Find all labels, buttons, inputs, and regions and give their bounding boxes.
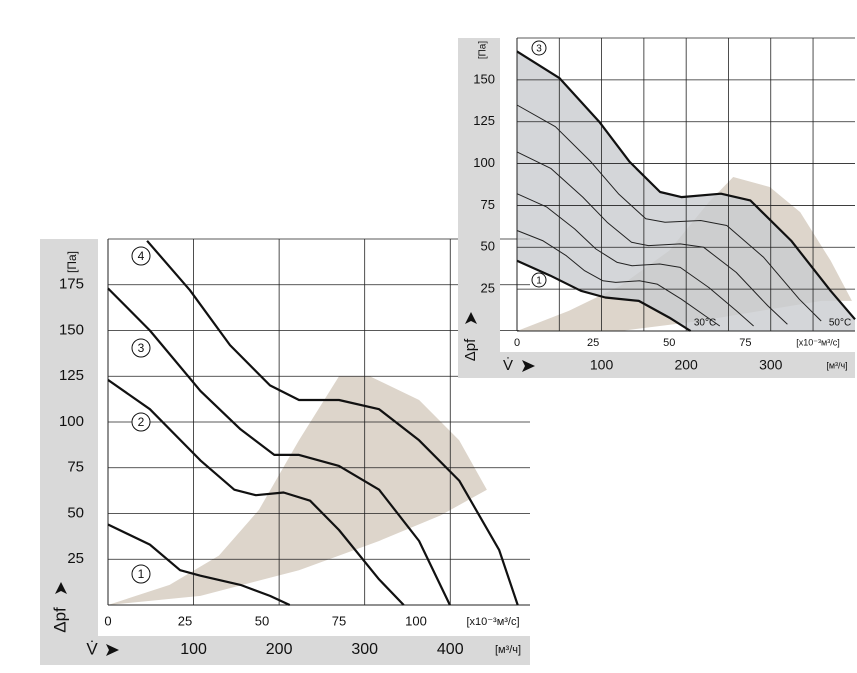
curve-label: 3: [138, 341, 145, 355]
curve-label: 1: [138, 567, 145, 581]
x-tick-label: 0: [514, 337, 520, 349]
fan-curve: [146, 240, 519, 606]
y-tick-label: 150: [59, 321, 84, 338]
x-tick-label: 100: [405, 613, 427, 628]
curve-label: 3: [536, 44, 542, 55]
y-tick-label: 50: [481, 239, 495, 254]
x-tick-label: 25: [178, 613, 192, 628]
curve-label-circle: [131, 564, 151, 584]
y-tick-label: 125: [59, 367, 84, 384]
y-tick-label: 25: [67, 550, 84, 567]
curve-label: 4: [138, 249, 145, 263]
x-tick-label: 50: [255, 613, 269, 628]
fan-curve: [107, 378, 405, 606]
x-tick-label: 25: [587, 337, 599, 349]
fan-curve: [516, 151, 788, 325]
y-tick-label: 75: [481, 197, 495, 212]
x-arrow: [106, 644, 119, 656]
y-tick-label: 100: [473, 155, 495, 170]
x-arrow: [522, 360, 535, 372]
annotation: 30°C: [694, 318, 716, 329]
fan-curve: [516, 104, 822, 322]
fan-curve: [107, 523, 291, 606]
annotation: 50°C: [829, 318, 851, 329]
curve-label: 2: [138, 415, 145, 429]
x-unit: [x10⁻³м³/с]: [466, 616, 519, 628]
y-label: Δpf: [50, 607, 69, 633]
x-tick-label: 50: [663, 337, 675, 349]
y-tick-label: 25: [481, 281, 495, 296]
x-tick-label: 75: [332, 613, 346, 628]
y-label: Δpf: [462, 338, 479, 361]
operating-region: [108, 376, 487, 605]
axis-strip: [40, 239, 98, 665]
x-tick-label: 75: [739, 337, 751, 349]
x-tick-label: 0: [104, 613, 111, 628]
fan-curve: [107, 287, 451, 606]
x2-tick-label: 200: [674, 357, 698, 373]
curve-label-circle: [131, 246, 151, 266]
x2-tick-label: 100: [180, 641, 207, 658]
fan-curve: [516, 50, 856, 321]
x2-tick-label: 400: [437, 641, 464, 658]
x2-tick-label: 100: [590, 357, 614, 373]
x2-unit: [м³/ч]: [826, 360, 847, 370]
curve-label-circle: [131, 338, 151, 358]
curve-label-circle: [531, 40, 547, 56]
x-label: V̇: [503, 357, 513, 374]
curve-label: 1: [536, 276, 542, 287]
fan-curve: [516, 193, 754, 327]
y-tick-label: 50: [67, 504, 84, 521]
x-unit: [x10⁻³м³/с]: [796, 337, 839, 347]
y-tick-label: 75: [67, 459, 84, 476]
y-tick-label: 150: [473, 71, 495, 86]
y-arrow: [465, 312, 477, 324]
x2-tick-label: 200: [266, 641, 293, 658]
x2-tick-label: 300: [351, 641, 378, 658]
y-unit: [Па]: [478, 41, 489, 60]
axis-strip: [458, 352, 855, 378]
y-tick-label: 175: [59, 276, 84, 293]
y-unit: [Па]: [65, 251, 79, 273]
curve-label-circle: [131, 412, 151, 432]
x2-tick-label: 300: [759, 357, 783, 373]
y-arrow: [55, 582, 67, 594]
fan-curve: [516, 259, 692, 332]
x2-unit: [м³/ч]: [495, 644, 521, 656]
y-tick-label: 125: [473, 113, 495, 128]
x-label: V̇: [86, 639, 98, 658]
y-tick-label: 100: [59, 413, 84, 430]
curve-label-circle: [531, 272, 547, 288]
axis-strip: [40, 636, 530, 665]
fan-curve: [516, 230, 721, 327]
axis-strip: [458, 38, 500, 378]
